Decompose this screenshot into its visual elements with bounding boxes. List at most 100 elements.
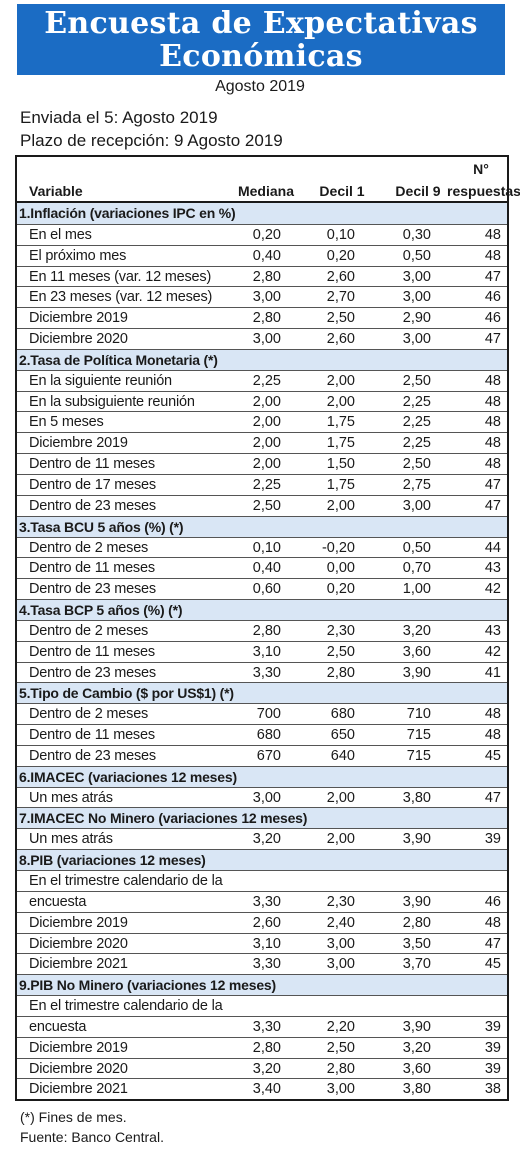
decil-1-value: 3,00 bbox=[326, 1081, 355, 1098]
decil-1-value: 2,50 bbox=[326, 310, 355, 327]
respuestas-count: 48 bbox=[484, 727, 501, 744]
decil-9-value: 3,20 bbox=[402, 1039, 431, 1056]
decil-9-value: 3,00 bbox=[402, 268, 431, 285]
decil-9-value: 0,50 bbox=[402, 247, 431, 264]
table-row: En el trimestre calendario de la bbox=[17, 870, 507, 891]
decil-1-value: 2,50 bbox=[326, 1039, 355, 1056]
table-header: Variable Mediana Decil 1 Decil 9 N° resp… bbox=[17, 157, 520, 203]
table-row: Dentro de 2 meses 2,80 2,30 3,20 43 bbox=[17, 619, 507, 641]
mediana-value: 2,00 bbox=[252, 435, 281, 452]
row-label: Diciembre 2020 bbox=[29, 331, 128, 348]
row-label: Dentro de 2 meses bbox=[29, 622, 149, 639]
decil-9-value: 1,00 bbox=[402, 581, 431, 598]
mediana-value: 3,10 bbox=[252, 643, 281, 660]
respuestas-count: 42 bbox=[484, 643, 501, 660]
table-row: Dentro de 23 meses 3,30 2,80 3,90 41 bbox=[17, 661, 507, 683]
decil-1-value: 2,00 bbox=[326, 789, 355, 806]
respuestas-count: 42 bbox=[484, 581, 501, 598]
mediana-value: 0,40 bbox=[252, 560, 281, 577]
section-header-row: 5.Tipo de Cambio ($ por US$1) (*) bbox=[17, 682, 507, 704]
table-row: Dentro de 11 meses 680 650 715 48 bbox=[17, 724, 507, 745]
table-row: Dentro de 11 meses 0,40 0,00 0,70 43 bbox=[17, 557, 507, 578]
mediana-value: 0,40 bbox=[252, 247, 281, 264]
mediana-value: 2,50 bbox=[252, 497, 281, 514]
respuestas-count: 43 bbox=[484, 622, 501, 639]
row-label: En 5 meses bbox=[29, 414, 104, 431]
table-row: El próximo mes 0,40 0,20 0,50 48 bbox=[17, 244, 507, 266]
mediana-value: 700 bbox=[256, 706, 281, 723]
respuestas-count: 47 bbox=[484, 789, 501, 806]
section-header-row: 2.Tasa de Política Monetaria (*) bbox=[17, 348, 507, 370]
section-header-row: 1.Inflación (variaciones IPC en %) bbox=[17, 203, 507, 224]
mediana-value: 0,10 bbox=[252, 539, 281, 556]
decil-1-value: 2,20 bbox=[326, 1018, 355, 1035]
decil-9-value: 3,00 bbox=[402, 331, 431, 348]
respuestas-count: 44 bbox=[484, 539, 501, 556]
respuestas-count: 47 bbox=[484, 935, 501, 952]
mediana-value: 3,30 bbox=[252, 956, 281, 973]
mediana-value: 2,00 bbox=[252, 456, 281, 473]
table-row: Dentro de 2 meses 700 680 710 48 bbox=[17, 703, 507, 724]
row-label: Diciembre 2019 bbox=[29, 310, 128, 327]
respuestas-count: 46 bbox=[484, 893, 501, 910]
row-label: Diciembre 2020 bbox=[29, 935, 128, 952]
decil-1-value: 1,75 bbox=[326, 414, 355, 431]
mediana-value: 2,60 bbox=[252, 914, 281, 931]
respuestas-count: 47 bbox=[484, 476, 501, 493]
table-row: En la siguiente reunión 2,25 2,00 2,50 48 bbox=[17, 369, 507, 391]
decil-1-value: 1,75 bbox=[326, 476, 355, 493]
survey-month: Agosto 2019 bbox=[215, 78, 305, 95]
mediana-value: 2,00 bbox=[252, 393, 281, 410]
row-label: Dentro de 11 meses bbox=[29, 727, 155, 744]
decil-1-value: 3,00 bbox=[326, 956, 355, 973]
decil-9-value: 3,80 bbox=[402, 789, 431, 806]
section-title: 7.IMACEC No Minero (variaciones 12 meses… bbox=[19, 810, 308, 827]
decil-9-value: 2,90 bbox=[402, 310, 431, 327]
decil-1-value: 2,30 bbox=[326, 893, 355, 910]
source-note: Fuente: Banco Central. bbox=[20, 1129, 164, 1145]
decil-9-value: 2,75 bbox=[402, 476, 431, 493]
row-label: Dentro de 23 meses bbox=[29, 497, 156, 514]
row-label: Dentro de 17 meses bbox=[29, 476, 156, 493]
row-label: En el trimestre calendario de la bbox=[29, 998, 223, 1015]
row-label: Dentro de 11 meses bbox=[29, 560, 155, 577]
table-row: Un mes atrás 3,20 2,00 3,90 39 bbox=[17, 828, 507, 849]
decil-9-value: 715 bbox=[406, 747, 431, 764]
respuestas-count: 47 bbox=[484, 268, 501, 285]
decil-1-value: 0,20 bbox=[326, 247, 355, 264]
decil-9-value: 2,25 bbox=[402, 393, 431, 410]
section-title: 9.PIB No Minero (variaciones 12 meses) bbox=[19, 977, 276, 994]
row-label: Dentro de 23 meses bbox=[29, 747, 156, 764]
row-label: Diciembre 2021 bbox=[29, 956, 128, 973]
table-row: encuesta 3,30 2,20 3,90 39 bbox=[17, 1015, 507, 1037]
decil-9-value: 3,20 bbox=[402, 622, 431, 639]
section-header-row: 7.IMACEC No Minero (variaciones 12 meses… bbox=[17, 807, 507, 829]
section-header-row: 6.IMACEC (variaciones 12 meses) bbox=[17, 765, 507, 787]
mediana-value: 3,20 bbox=[252, 1060, 281, 1077]
decil-1-value: 2,00 bbox=[326, 497, 355, 514]
table-row: Dentro de 23 meses 670 640 715 45 bbox=[17, 744, 507, 766]
row-label: Diciembre 2019 bbox=[29, 435, 128, 452]
decil-1-value: 2,00 bbox=[326, 831, 355, 848]
row-label: En 23 meses (var. 12 meses) bbox=[29, 289, 213, 306]
row-label: En el trimestre calendario de la bbox=[29, 873, 223, 889]
header-mediana: Mediana bbox=[237, 183, 294, 199]
mediana-value: 3,20 bbox=[252, 831, 281, 848]
mediana-value: 3,00 bbox=[252, 331, 281, 348]
row-label: En el mes bbox=[29, 226, 92, 243]
table-row: En 5 meses 2,00 1,75 2,25 48 bbox=[17, 411, 507, 432]
table-row: Diciembre 2019 2,80 2,50 2,90 46 bbox=[17, 307, 507, 328]
decil-9-value: 3,90 bbox=[402, 831, 431, 848]
mediana-value: 0,20 bbox=[252, 226, 281, 243]
decil-9-value: 0,50 bbox=[402, 539, 431, 556]
decil-1-value: 3,00 bbox=[326, 935, 355, 952]
mediana-value: 2,80 bbox=[252, 1039, 281, 1056]
mediana-value: 3,30 bbox=[252, 1018, 281, 1035]
table-row: Dentro de 11 meses 2,00 1,50 2,50 48 bbox=[17, 453, 507, 474]
section-title: 6.IMACEC (variaciones 12 meses) bbox=[19, 768, 237, 785]
table-row: encuesta 3,30 2,30 3,90 46 bbox=[17, 890, 507, 912]
section-header-row: 3.Tasa BCU 5 años (%) (*) bbox=[17, 515, 507, 537]
section-title: 3.Tasa BCU 5 años (%) (*) bbox=[19, 518, 184, 535]
respuestas-count: 46 bbox=[484, 310, 501, 327]
section-title: 5.Tipo de Cambio ($ por US$1) (*) bbox=[19, 685, 234, 702]
